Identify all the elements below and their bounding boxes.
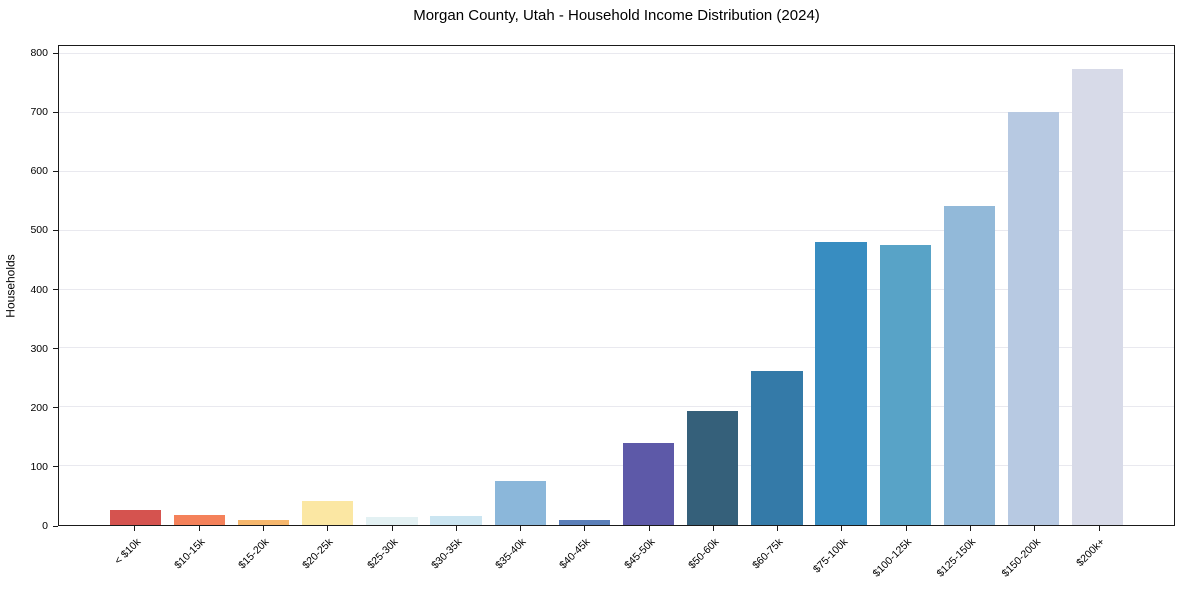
y-tick-label-600: 600	[30, 165, 48, 178]
y-tick-label-0: 0	[42, 520, 48, 532]
y-axis-tick-labels: 0 100 200 300 400 500 600 700 800	[0, 45, 48, 532]
x-tick-label-10k: < $10k	[111, 536, 143, 567]
bar-35-40k	[494, 480, 546, 525]
plot-area	[58, 45, 1175, 526]
y-tick-label-800: 800	[30, 47, 48, 60]
x-tick-mark-25-30k	[391, 526, 393, 531]
y-tick-mark-700	[53, 111, 58, 113]
y-tick-mark-600	[53, 170, 58, 172]
x-tick-label-35-40k: $35-40k	[493, 536, 529, 572]
chart-title: Morgan County, Utah - Household Income D…	[413, 7, 820, 24]
y-tick-label-400: 400	[30, 283, 48, 296]
x-tick-label-40-45k: $40-45k	[557, 536, 593, 572]
gridline-y-100	[59, 465, 1174, 467]
y-tick-mark-300	[53, 348, 58, 350]
x-tick-label-45-50k: $45-50k	[621, 536, 658, 572]
x-tick-label-150-200k: $150-200k	[999, 536, 1043, 580]
bar-15-20k	[237, 519, 290, 525]
x-tick-mark-150-200k	[1034, 526, 1036, 531]
y-tick-mark-500	[53, 229, 58, 231]
x-axis-tick-labels: < $10k $10-15k $15-20k $20-25k $25-30k $30-35…	[58, 527, 1175, 587]
x-tick-label-10-15k: $10-15k	[171, 536, 208, 572]
x-tick-label-50-60k: $50-60k	[686, 536, 722, 572]
x-tick-mark-20-25k	[327, 526, 329, 531]
gridline-y-600	[59, 170, 1174, 172]
x-axis-tick-marks	[58, 526, 1175, 532]
bar-125-150k	[943, 205, 995, 525]
bar-75-100k	[815, 242, 867, 525]
bar-150-200k	[1007, 112, 1060, 525]
x-tick-mark-200k	[1098, 526, 1100, 531]
bar-45-50k	[622, 442, 675, 525]
y-tick-label-100: 100	[30, 460, 48, 473]
y-tick-mark-0	[53, 525, 58, 527]
bar-50-60k	[687, 411, 739, 525]
y-axis-tick-marks	[53, 45, 58, 527]
x-tick-mark-60-75k	[777, 526, 779, 531]
y-tick-label-700: 700	[30, 106, 48, 119]
bar-25-30k	[366, 517, 418, 525]
x-tick-label-60-75k: $60-75k	[750, 536, 786, 572]
bar-10k	[109, 509, 161, 525]
bar-200k	[1071, 68, 1124, 525]
x-tick-label-200k: $200k+	[1073, 536, 1108, 570]
x-tick-label-75-100k: $75-100k	[810, 536, 850, 576]
y-tick-mark-100	[53, 466, 58, 468]
x-tick-mark-15-20k	[263, 526, 265, 531]
bar-40-45k	[558, 520, 611, 525]
gridline-y-200	[59, 406, 1174, 408]
x-tick-label-30-35k: $30-35k	[428, 536, 465, 572]
bar-30-35k	[430, 516, 482, 525]
bar-60-75k	[751, 370, 803, 525]
x-tick-mark-100-125k	[905, 526, 907, 531]
y-tick-label-500: 500	[30, 224, 48, 237]
x-tick-label-25-30k: $25-30k	[364, 536, 401, 572]
x-tick-mark-75-100k	[841, 526, 843, 531]
y-tick-mark-200	[53, 407, 58, 409]
x-tick-label-125-150k: $125-150k	[934, 536, 979, 580]
bar-100-125k	[879, 245, 931, 525]
x-tick-mark-50-60k	[712, 526, 714, 531]
gridline-y-500	[59, 229, 1174, 231]
x-tick-mark-125-150k	[969, 526, 971, 531]
gridline-y-800	[59, 53, 1174, 55]
x-tick-mark-30-35k	[455, 526, 457, 531]
y-tick-label-300: 300	[30, 342, 48, 355]
x-tick-mark-10k	[134, 526, 136, 531]
y-tick-label-200: 200	[30, 401, 48, 414]
x-tick-label-20-25k: $20-25k	[300, 536, 336, 572]
bar-20-25k	[302, 501, 354, 525]
gridline-y-400	[59, 288, 1174, 290]
x-tick-mark-10-15k	[198, 526, 200, 531]
x-tick-label-15-20k: $15-20k	[236, 536, 272, 572]
gridline-y-300	[59, 347, 1174, 349]
x-tick-mark-45-50k	[648, 526, 650, 531]
x-tick-mark-35-40k	[520, 526, 522, 531]
x-tick-mark-40-45k	[584, 526, 586, 531]
y-tick-mark-400	[53, 289, 58, 291]
bar-10-15k	[173, 515, 226, 525]
y-tick-mark-800	[53, 52, 58, 54]
gridline-y-700	[59, 111, 1174, 113]
x-tick-label-100-125k: $100-125k	[870, 536, 915, 580]
